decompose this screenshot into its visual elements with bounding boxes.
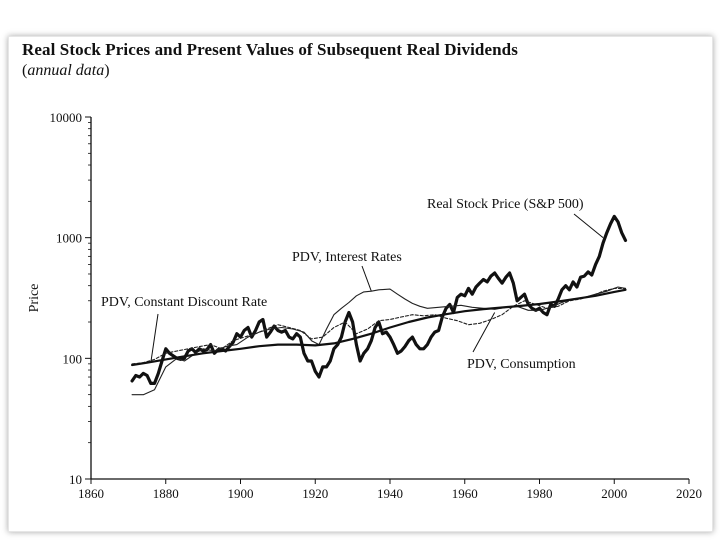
subtitle-close-paren: ) [104,62,110,79]
y-tick-label: 10 [69,472,82,487]
y-tick-label: 100 [63,351,83,366]
chart-axes: 1860 1880 1900 1920 1940 1960 1980 2000 2020 10 10… [50,110,703,501]
x-tick-label: 2000 [601,486,627,501]
annotation-leader-line [472,312,496,353]
chart-title: Real Stock Prices and Present Values of … [22,40,518,59]
x-tick-label: 1860 [78,486,104,501]
series-line-0 [130,214,628,385]
x-tick-label: 1920 [302,486,328,501]
annotation-leader-line [150,313,159,363]
x-tick-label: 1940 [377,486,403,501]
x-tick-label: 2020 [676,486,702,501]
x-tick-label: 1980 [527,486,553,501]
x-tick-label: 1960 [452,486,478,501]
annotation-leader-line [361,265,372,292]
annotation-label: PDV, Interest Rates [292,250,402,265]
annotation-label: PDV, Constant Discount Rate [101,295,267,310]
annotation-layer: Real Stock Price (S&P 500) PDV, Interest … [101,197,604,372]
subtitle-italic-text: annual data [27,62,105,79]
slide-card [8,36,713,532]
annotation-label: Real Stock Price (S&P 500) [427,197,584,212]
series-layer [130,214,628,396]
annotation-leader-line [573,213,604,239]
subtitle-open-paren: ( [22,62,28,79]
annotation-label: PDV, Consumption [467,357,576,372]
x-tick-label: 1900 [228,486,254,501]
chart-subtitle: (annual data) [22,62,110,80]
y-tick-label: 10000 [50,110,83,125]
y-tick-label: 1000 [56,231,82,246]
series-line-2 [131,287,627,365]
x-tick-label: 1880 [153,486,179,501]
series-line-3 [131,288,627,367]
y-axis-label: Price [27,284,42,313]
